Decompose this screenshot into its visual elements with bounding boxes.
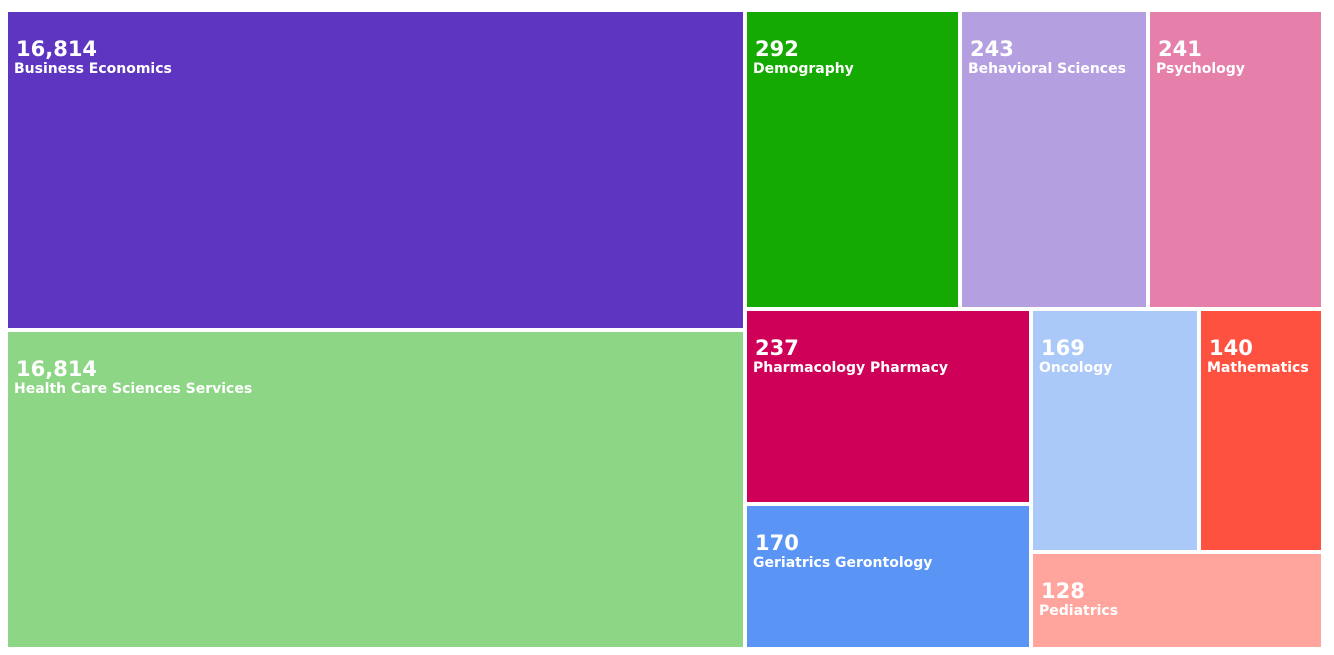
value-label: 16,814 xyxy=(16,357,97,381)
value-label: 237 xyxy=(755,336,799,360)
category-label: Mathematics xyxy=(1207,360,1309,376)
category-label: Pharmacology Pharmacy xyxy=(753,360,948,376)
tile xyxy=(747,506,1029,647)
value-label: 169 xyxy=(1041,336,1085,360)
category-label: Demography xyxy=(753,61,854,77)
category-label: Geriatrics Gerontology xyxy=(753,555,932,571)
category-label: Oncology xyxy=(1039,360,1112,376)
value-label: 140 xyxy=(1209,336,1253,360)
tile xyxy=(8,332,743,647)
tile xyxy=(747,12,958,307)
category-label: Health Care Sciences Services xyxy=(14,381,252,397)
tile xyxy=(1150,12,1321,307)
value-label: 241 xyxy=(1158,37,1202,61)
tile xyxy=(1201,311,1321,550)
value-label: 128 xyxy=(1041,579,1085,603)
tile xyxy=(8,12,743,328)
value-label: 170 xyxy=(755,531,799,555)
tile xyxy=(1033,554,1321,647)
value-label: 243 xyxy=(970,37,1014,61)
value-label: 16,814 xyxy=(16,37,97,61)
category-label: Behavioral Sciences xyxy=(968,61,1126,77)
category-label: Business Economics xyxy=(14,61,172,77)
tile xyxy=(747,311,1029,502)
value-label: 292 xyxy=(755,37,799,61)
tile xyxy=(962,12,1146,307)
category-label: Psychology xyxy=(1156,61,1245,77)
tile xyxy=(1033,311,1197,550)
category-label: Pediatrics xyxy=(1039,603,1118,619)
